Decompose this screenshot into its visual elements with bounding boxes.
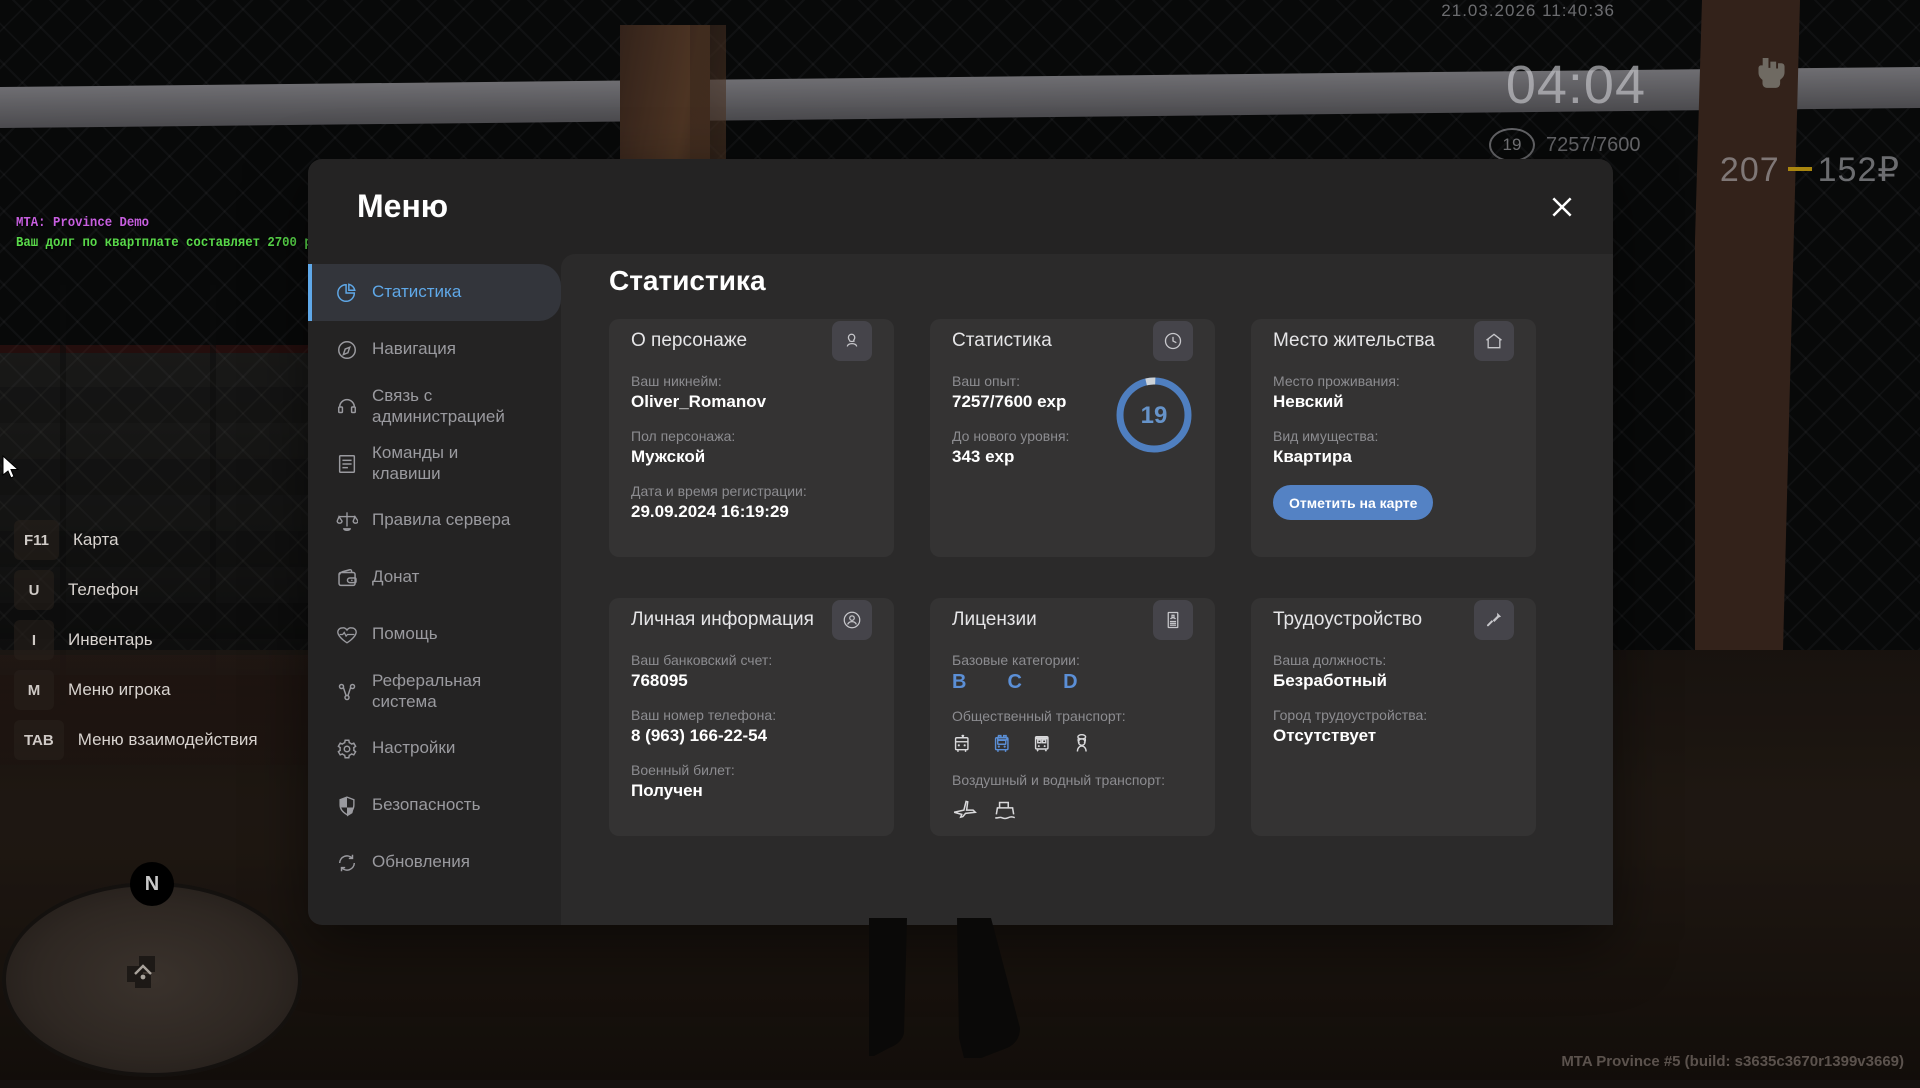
svg-text:19: 19 [1141, 402, 1168, 429]
